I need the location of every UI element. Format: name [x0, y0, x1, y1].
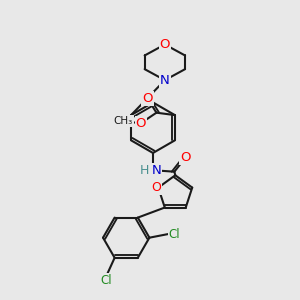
Text: O: O [160, 38, 170, 51]
Text: Cl: Cl [169, 228, 180, 241]
Text: O: O [180, 151, 191, 164]
Text: N: N [160, 74, 170, 87]
Text: N: N [152, 164, 161, 177]
Text: O: O [142, 92, 153, 105]
Text: H: H [140, 164, 149, 177]
Text: Cl: Cl [100, 274, 112, 286]
Text: CH₃: CH₃ [113, 116, 133, 126]
Text: O: O [151, 181, 161, 194]
Text: O: O [136, 117, 146, 130]
